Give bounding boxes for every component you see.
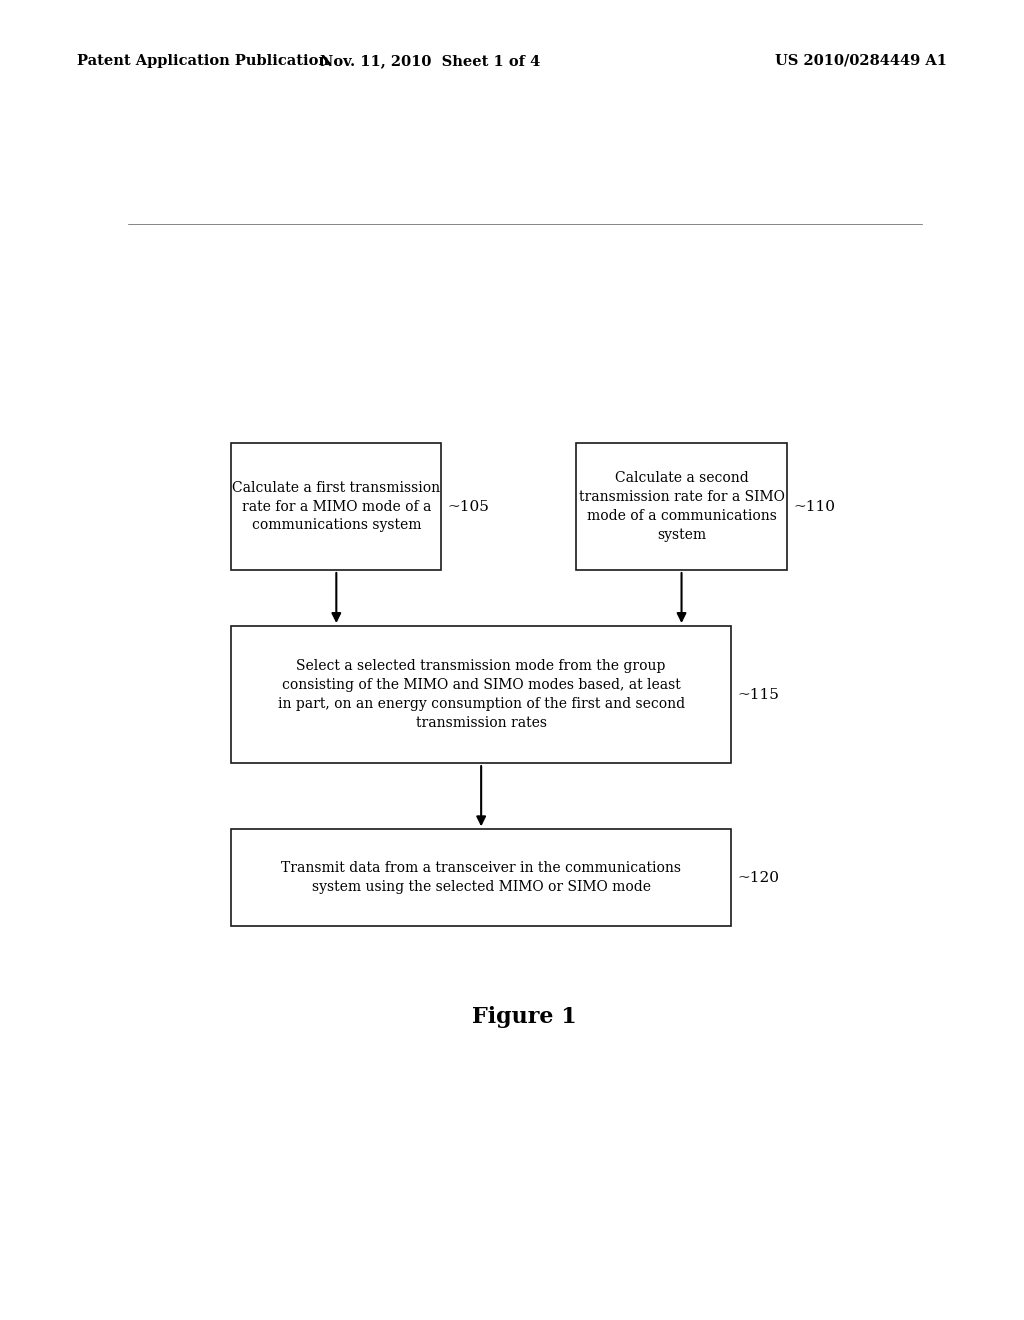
Text: ~110: ~110 — [793, 499, 835, 513]
Text: Calculate a second
transmission rate for a SIMO
mode of a communications
system: Calculate a second transmission rate for… — [579, 471, 784, 543]
Bar — [231, 829, 731, 925]
Bar — [231, 444, 441, 570]
Text: Transmit data from a transceiver in the communications
system using the selected: Transmit data from a transceiver in the … — [282, 861, 681, 894]
Text: Calculate a first transmission
rate for a MIMO mode of a
communications system: Calculate a first transmission rate for … — [232, 480, 440, 532]
Text: US 2010/0284449 A1: US 2010/0284449 A1 — [775, 54, 947, 67]
Text: Figure 1: Figure 1 — [472, 1006, 578, 1028]
Text: Nov. 11, 2010  Sheet 1 of 4: Nov. 11, 2010 Sheet 1 of 4 — [319, 54, 541, 67]
Bar — [577, 444, 786, 570]
Text: ~115: ~115 — [737, 688, 779, 701]
Text: ~105: ~105 — [447, 499, 489, 513]
Text: Select a selected transmission mode from the group
consisting of the MIMO and SI: Select a selected transmission mode from… — [278, 659, 685, 730]
Bar — [231, 626, 731, 763]
Text: ~120: ~120 — [737, 870, 779, 884]
Text: Patent Application Publication: Patent Application Publication — [77, 54, 329, 67]
